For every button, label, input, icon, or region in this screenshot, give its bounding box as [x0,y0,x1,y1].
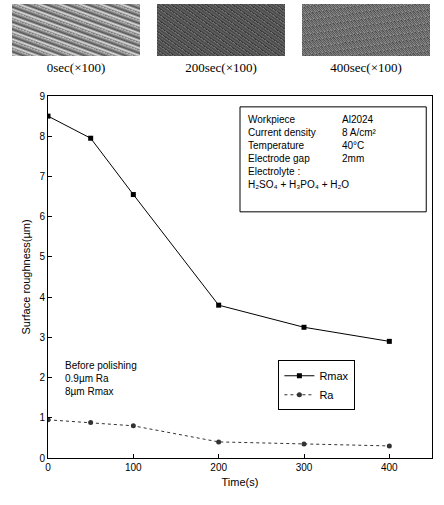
svg-text:400: 400 [381,462,398,473]
svg-text:300: 300 [296,462,313,473]
svg-text:8: 8 [39,131,45,142]
html-text:0sec(×100): 0sec(×100) [46,60,106,75]
html-text:200sec(×100): 200sec(×100) [185,60,257,75]
svg-text:6: 6 [39,211,45,222]
svg-text:7: 7 [39,171,45,182]
svg-text:3: 3 [39,332,45,343]
svg-text:Time(s): Time(s) [222,476,259,488]
svg-text:0: 0 [45,462,51,473]
svg-text:100: 100 [125,462,142,473]
svg-text:Before polishing0.9µm Ra8µm Rm: Before polishing0.9µm Ra8µm Rmax [65,360,137,397]
svg-text:WorkpieceCurrent densityTemper: WorkpieceCurrent densityTemperatureElect… [248,114,349,190]
svg-text:Surface roughness(µm): Surface roughness(µm) [20,219,32,334]
html-text:400sec(×100): 400sec(×100) [330,60,402,75]
svg-text:2: 2 [39,372,45,383]
svg-text:200: 200 [210,462,227,473]
svg-text:4: 4 [39,292,45,303]
svg-text:0: 0 [39,453,45,464]
svg-text:Ra: Ra [319,389,334,401]
svg-text:1: 1 [39,412,45,423]
svg-text:Al20248 A/cm²40°C2mm: Al20248 A/cm²40°C2mm [342,114,377,164]
svg-text:9: 9 [39,91,45,102]
svg-text:Rmax: Rmax [319,370,348,382]
svg-text:5: 5 [39,251,45,262]
